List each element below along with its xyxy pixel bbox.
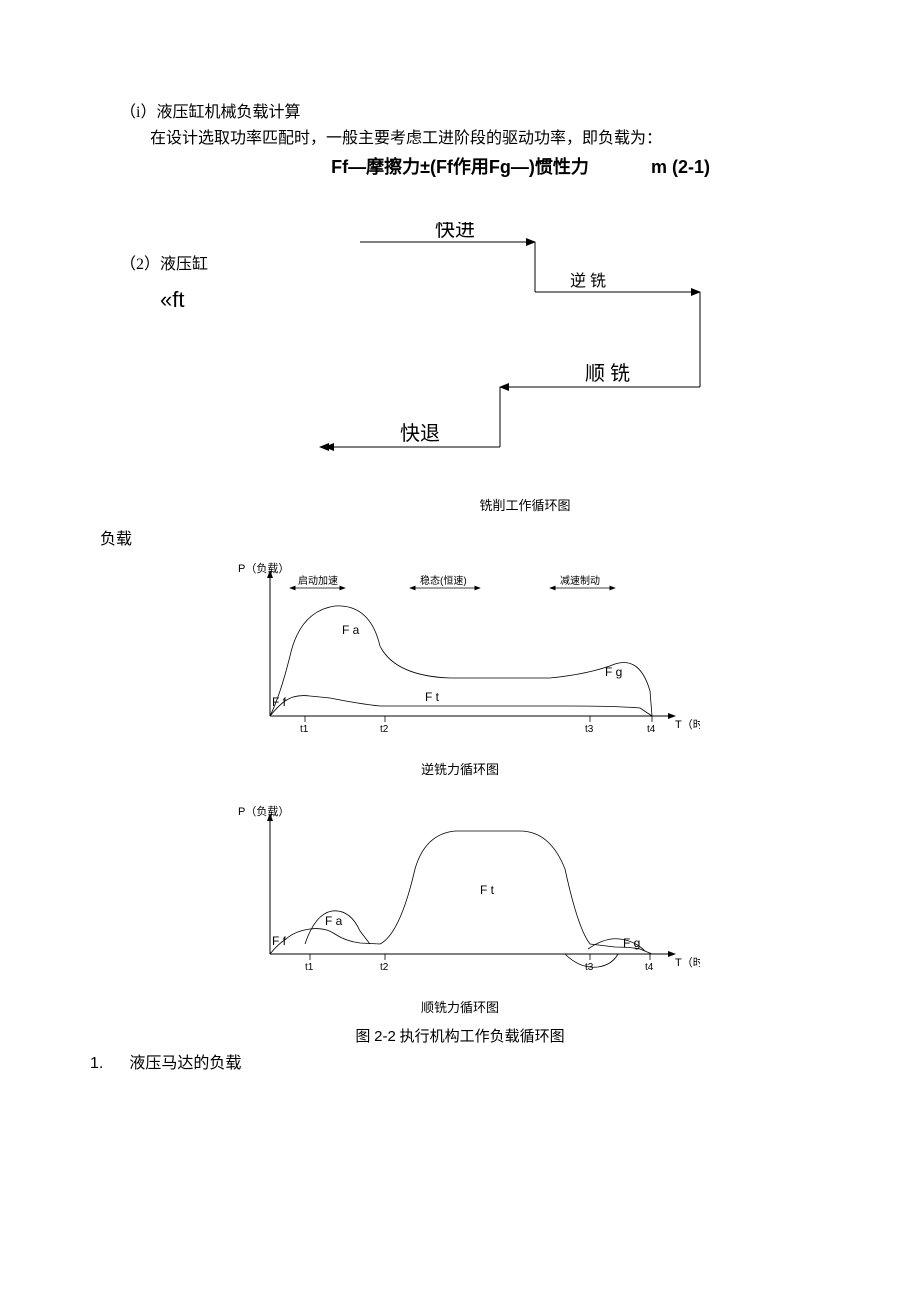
ft-label: «ft [90, 282, 220, 317]
fig-suffix: 执行机构工作负载循环图 [396, 1029, 565, 1045]
label-fa: F a [342, 623, 360, 637]
x-axis-label: T（时间） [675, 718, 700, 731]
cycle-caption: 铣削工作循环图 [305, 496, 745, 517]
x-axis-label-2: T（时间） [675, 956, 700, 969]
y-axis-label-2: P（负载） [238, 804, 289, 818]
formula-number: m (2-1) [651, 153, 710, 182]
cycle-diagram: 快进 逆 铣 顺 铣 快退 铣削工作循环图 [305, 222, 745, 517]
figure-2-2-caption: 图 2-2 执行机构工作负载循环图 [90, 1025, 830, 1049]
tick-t3-2: t3 [585, 962, 594, 973]
label-ft-2: F t [480, 883, 495, 897]
label-fg-2: F g [623, 936, 640, 950]
label-ft: F t [425, 690, 440, 704]
phase-steady: 稳态(恒速) [420, 574, 467, 587]
forward-mill-chart: P（负载） T（时间） F f F a F t F g t1 t2 t3 t4 … [90, 799, 830, 1019]
tick-t1: t1 [300, 724, 309, 735]
tick-t4: t4 [647, 724, 656, 735]
list-text: 液压马达的负载 [129, 1051, 241, 1077]
reverse-mill-chart: P（负载） T（时间） 启动加速 稳态(恒速) 减速制动 F f F a F t… [90, 556, 830, 781]
formula-overlay: Ff—摩擦力±(Ff作用Fg—)惯性力 [331, 157, 589, 177]
tick-t3: t3 [585, 724, 594, 735]
list-number: 1. [90, 1051, 103, 1077]
phase-accel: 启动加速 [298, 574, 338, 587]
label-ff-2: F f [272, 934, 287, 948]
section-1-heading: （i）液压缸机械负载计算 [90, 100, 830, 126]
tick-t4-2: t4 [645, 962, 654, 973]
cycle-forward-mill: 顺 铣 [585, 362, 630, 385]
load-label: 负载 [90, 527, 830, 553]
forward-chart-caption: 顺铣力循环图 [90, 998, 830, 1019]
section-1-text: 在设计选取功率匹配时，一般主要考虑工进阶段的驱动功率，即负载为： [90, 126, 830, 152]
y-axis-label: P（负载） [238, 561, 289, 575]
reverse-chart-caption: 逆铣力循环图 [90, 760, 830, 781]
label-fg: F g [605, 665, 622, 679]
cycle-reverse-mill: 逆 铣 [570, 272, 606, 290]
label-fa-2: F a [325, 914, 343, 928]
fig-prefix: 图 [355, 1029, 374, 1045]
cycle-fast-forward: 快进 [435, 222, 475, 241]
label-ff: F f [272, 695, 287, 709]
tick-t1-2: t1 [305, 962, 314, 973]
fig-num: 2-2 [374, 1028, 396, 1045]
phase-decel: 减速制动 [560, 574, 600, 587]
section-2-heading: （2）液压缸 [90, 252, 220, 278]
cycle-fast-back: 快退 [400, 422, 440, 445]
tick-t2-2: t2 [380, 962, 389, 973]
formula-row: Ff—摩擦力±(Ff作用Fg—)惯性力 m (2-1) [90, 153, 830, 182]
tick-t2: t2 [380, 724, 389, 735]
